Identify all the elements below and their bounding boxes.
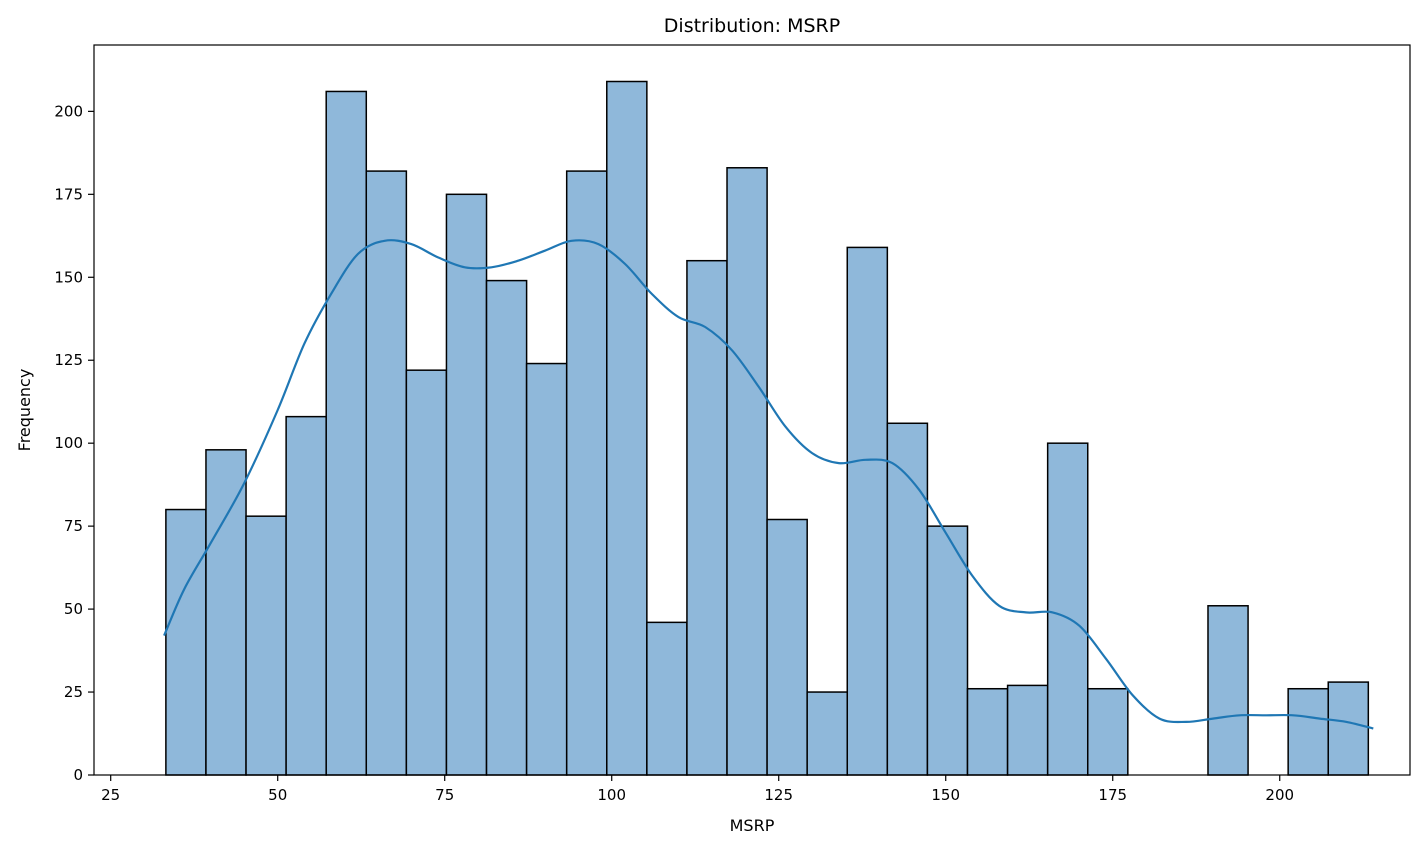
y-tick-label: 0 [73, 766, 83, 784]
y-tick-label: 100 [54, 434, 83, 452]
x-tick-label: 75 [435, 786, 454, 804]
histogram-bars [165, 80, 1370, 776]
y-tick-label: 25 [64, 683, 83, 701]
y-tick-label: 75 [64, 517, 83, 535]
y-tick-label: 125 [54, 351, 83, 369]
histogram-bar [165, 508, 207, 776]
y-tick-label: 150 [54, 268, 83, 286]
y-tick-label: 200 [54, 102, 83, 120]
x-tick-label: 200 [1265, 786, 1294, 804]
histogram-bar [1086, 687, 1129, 776]
x-tick-label: 25 [101, 786, 120, 804]
histogram-bar [1207, 605, 1249, 776]
y-axis-label: Frequency [15, 369, 34, 452]
x-tick-label: 175 [1098, 786, 1127, 804]
histogram-bar [485, 279, 528, 776]
histogram-bar [565, 170, 608, 776]
histogram-bar [445, 193, 488, 776]
histogram-bar [285, 415, 327, 776]
x-tick-label: 50 [268, 786, 287, 804]
kde-curve [163, 239, 1374, 730]
x-tick-label: 125 [764, 786, 793, 804]
plot-frame [93, 44, 1411, 776]
chart-title: Distribution: MSRP [664, 15, 840, 37]
histogram-bar [1287, 687, 1329, 776]
histogram-bar [1006, 684, 1049, 776]
y-tick-label: 175 [54, 185, 83, 203]
histogram-bar [1046, 442, 1089, 776]
histogram-bar [766, 518, 808, 776]
histogram-bar [726, 167, 768, 776]
histogram-bar [646, 621, 688, 776]
x-axis-label: MSRP [730, 816, 775, 835]
x-tick-label: 100 [597, 786, 626, 804]
y-axis-ticks: 0 25 50 75 100 125 150 175 200 [54, 102, 94, 784]
histogram-bar [846, 246, 889, 776]
histogram-bar [686, 259, 728, 776]
x-tick-label: 150 [931, 786, 960, 804]
histogram-bar [806, 691, 849, 776]
histogram-bar [405, 369, 448, 776]
y-tick-label: 50 [64, 600, 83, 618]
histogram-bar [966, 687, 1009, 776]
histogram-bar [205, 449, 247, 776]
x-axis-ticks: 25 50 75 100 125 150 175 200 [101, 775, 1294, 804]
histogram-bar [325, 90, 368, 776]
histogram-bar [1327, 681, 1370, 776]
histogram-bar [926, 525, 969, 776]
histogram-bar [525, 362, 568, 776]
histogram-bar [245, 515, 287, 776]
histogram-bar [606, 80, 648, 776]
histogram-bar [886, 422, 929, 776]
histogram-bar [365, 170, 408, 776]
